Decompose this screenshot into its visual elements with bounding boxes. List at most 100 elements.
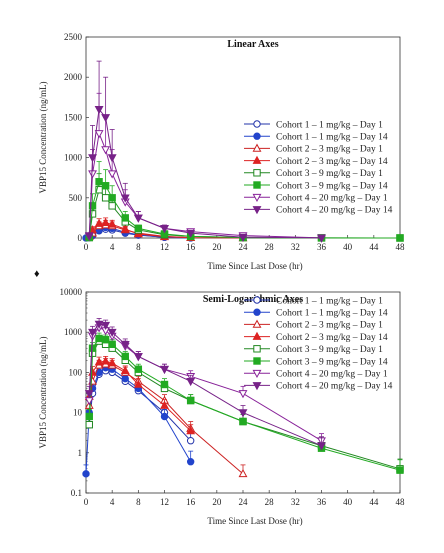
y-tick-label: 0.1 — [71, 488, 82, 498]
data-point — [101, 182, 110, 190]
x-tick-label: 4 — [110, 242, 115, 252]
x-tick-label: 20 — [212, 497, 222, 507]
series-8 — [84, 60, 326, 243]
data-point — [396, 234, 404, 242]
y-tick-label: 1000 — [64, 153, 83, 163]
data-point — [121, 214, 129, 222]
x-axis-label: Time Since Last Dose (hr) — [207, 516, 302, 526]
data-point — [107, 170, 117, 179]
x-tick-label: 36 — [317, 497, 327, 507]
legend: Cohort 1 – 1 mg/kg – Day 1 Cohort 1 – 1 m… — [244, 120, 393, 216]
legend-entry: Cohort 4 – 20 mg/kg – Day 14 — [276, 382, 393, 392]
data-point — [134, 224, 143, 233]
data-point — [239, 417, 247, 426]
legend-entry: Cohort 4 – 20 mg/kg – Day 1 — [276, 194, 388, 204]
data-point — [317, 442, 326, 451]
legend-entry: Cohort 1 – 1 mg/kg – Day 1 — [276, 296, 383, 306]
x-tick-label: 8 — [136, 497, 141, 507]
data-point — [94, 130, 104, 139]
x-tick-label: 48 — [396, 497, 406, 507]
x-tick-label: 40 — [343, 497, 353, 507]
x-tick-label: 12 — [160, 497, 169, 507]
legend-marker — [252, 206, 262, 215]
data-point — [186, 458, 195, 466]
data-point — [88, 170, 97, 179]
data-point — [160, 365, 169, 375]
data-point — [134, 365, 143, 373]
legend-marker — [252, 369, 262, 379]
chart-title: Linear Axes — [227, 39, 278, 50]
y-tick-label: 2000 — [64, 72, 83, 82]
x-tick-label: 40 — [343, 242, 353, 252]
x-tick-label: 32 — [291, 242, 300, 252]
data-point — [120, 365, 130, 375]
x-tick-label: 36 — [317, 242, 327, 252]
data-point — [186, 378, 196, 387]
x-tick-label: 44 — [369, 242, 379, 252]
legend-marker — [252, 193, 262, 203]
legend-marker — [253, 169, 261, 177]
y-tick-label: 0 — [78, 233, 83, 243]
data-point — [120, 194, 130, 203]
legend: Cohort 1 – 1 mg/kg – Day 1 Cohort 1 – 1 m… — [244, 296, 393, 392]
data-point — [95, 178, 103, 186]
data-point — [133, 379, 143, 388]
y-tick-label: 1 — [78, 448, 83, 458]
y-tick-label: 10 — [73, 408, 83, 418]
data-point — [88, 344, 97, 352]
data-point — [186, 396, 195, 405]
data-point — [95, 334, 103, 343]
legend-entry: Cohort 4 – 20 mg/kg – Day 1 — [276, 370, 388, 380]
data-point — [85, 412, 93, 421]
legend-marker — [253, 308, 261, 316]
y-axis-label: VBP15 Concentration (ng/mL) — [38, 337, 48, 449]
data-point — [101, 146, 111, 155]
data-point — [107, 219, 117, 228]
data-point — [108, 194, 116, 202]
data-point — [101, 217, 111, 227]
x-tick-label: 0 — [84, 497, 89, 507]
data-point — [133, 353, 143, 362]
data-point — [84, 390, 94, 399]
legend-entry: Cohort 1 – 1 mg/kg – Day 1 — [276, 120, 383, 130]
data-point — [238, 390, 248, 399]
x-tick-label: 28 — [265, 497, 275, 507]
data-point — [107, 154, 117, 163]
legend-marker — [253, 296, 261, 304]
data-point — [94, 357, 104, 366]
data-point — [101, 114, 111, 123]
data-point — [88, 154, 97, 163]
legend-marker — [253, 181, 261, 189]
x-tick-label: 12 — [160, 242, 169, 252]
y-tick-label: 500 — [69, 193, 83, 203]
data-point — [107, 328, 117, 338]
data-point — [88, 328, 97, 338]
x-tick-label: 0 — [84, 242, 89, 252]
data-point — [186, 229, 196, 239]
data-point — [133, 214, 143, 223]
y-tick-label: 1500 — [64, 112, 83, 122]
x-tick-label: 28 — [265, 242, 275, 252]
x-tick-label: 32 — [291, 497, 300, 507]
data-point — [186, 426, 196, 435]
legend-marker — [252, 382, 262, 391]
x-tick-label: 16 — [186, 242, 196, 252]
data-point — [84, 232, 94, 241]
data-point — [160, 412, 169, 421]
series-8 — [84, 318, 326, 451]
x-axis-label: Time Since Last Dose (hr) — [207, 261, 302, 271]
y-axis-label: VBP15 Concentration (ng/mL) — [38, 82, 48, 194]
data-point — [101, 356, 111, 365]
legend-entry: Cohort 1 – 1 mg/kg – Day 14 — [276, 133, 388, 143]
legend-entry: Cohort 3 – 9 mg/kg – Day 1 — [276, 345, 383, 355]
y-tick-label: 10000 — [60, 287, 83, 297]
data-point — [85, 421, 93, 429]
legend-marker — [252, 143, 262, 152]
x-tick-label: 44 — [369, 497, 379, 507]
legend-entry: Cohort 2 – 3 mg/kg – Day 1 — [276, 145, 383, 155]
legend-entry: Cohort 3 – 9 mg/kg – Day 14 — [276, 181, 388, 191]
data-point — [317, 234, 326, 243]
legend-entry: Cohort 3 – 9 mg/kg – Day 14 — [276, 357, 388, 367]
legend-marker — [253, 345, 261, 353]
